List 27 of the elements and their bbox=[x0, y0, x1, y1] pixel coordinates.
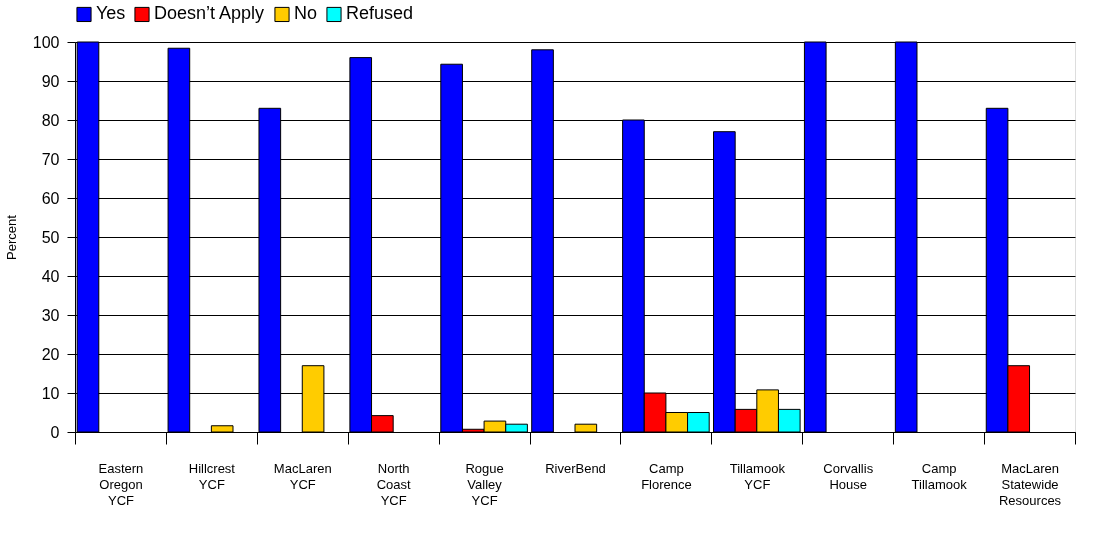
y-tick-label: 80 bbox=[41, 111, 60, 129]
y-axis-title: Percent bbox=[3, 214, 19, 260]
x-tick-label: MacLaren YCF bbox=[273, 460, 332, 492]
x-tick-label: Eastern Oregon YCF bbox=[98, 460, 144, 508]
x-tick-label: Rogue Valley YCF bbox=[465, 460, 504, 508]
y-tick-label: 100 bbox=[32, 33, 60, 51]
legend-label: No bbox=[294, 3, 318, 24]
y-tick-label: 0 bbox=[50, 423, 60, 441]
x-tick-label: Hillcrest YCF bbox=[188, 460, 236, 492]
x-tick-label: Corvallis House bbox=[823, 460, 874, 492]
x-tick-label: Camp Tillamook bbox=[911, 460, 968, 492]
legend-label: Doesn’t Apply bbox=[154, 3, 265, 24]
x-tick-label: Camp Florence bbox=[641, 460, 692, 492]
x-tick-label: Tillamook YCF bbox=[729, 460, 786, 492]
y-tick-label: 30 bbox=[41, 306, 60, 324]
legend-label: Refused bbox=[346, 3, 414, 24]
y-tick-label: 60 bbox=[41, 189, 60, 207]
x-tick-label: MacLaren Statewide Resources bbox=[998, 460, 1062, 508]
y-tick-label: 90 bbox=[41, 72, 60, 90]
x-tick-label: RiverBend bbox=[545, 460, 606, 476]
y-tick-label: 50 bbox=[41, 228, 60, 246]
y-tick-label: 40 bbox=[41, 267, 60, 285]
y-tick-label: 10 bbox=[41, 384, 60, 402]
legend-label: Yes bbox=[96, 3, 126, 24]
x-tick-label: North Coast YCF bbox=[376, 460, 412, 508]
y-tick-label: 70 bbox=[41, 150, 60, 168]
y-tick-label: 20 bbox=[41, 345, 60, 363]
